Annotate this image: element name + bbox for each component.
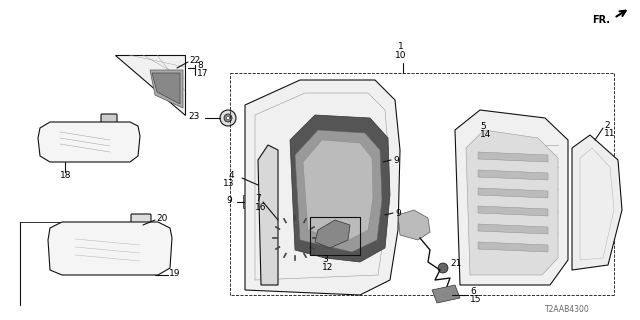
Text: 10: 10 [395,51,406,60]
Text: T2AAB4300: T2AAB4300 [545,306,589,315]
Text: 9: 9 [395,209,401,218]
Text: 13: 13 [223,179,234,188]
Polygon shape [315,220,350,248]
Text: 23: 23 [189,111,200,121]
Text: FR.: FR. [592,15,610,25]
Text: 16: 16 [255,203,266,212]
Text: 14: 14 [480,130,492,139]
Circle shape [224,114,232,122]
Circle shape [170,66,174,70]
Polygon shape [303,140,373,242]
Ellipse shape [336,200,360,220]
Text: 20: 20 [156,213,168,222]
Polygon shape [478,170,548,180]
Polygon shape [48,222,172,275]
Text: 9: 9 [227,196,232,204]
Text: 8: 8 [197,60,203,69]
Polygon shape [478,206,548,216]
Text: 22: 22 [189,55,200,65]
Polygon shape [295,130,382,252]
Circle shape [287,230,303,246]
Text: 17: 17 [197,68,209,77]
Text: 4: 4 [228,171,234,180]
Circle shape [279,222,311,254]
Polygon shape [245,80,400,295]
Text: 12: 12 [322,263,333,273]
Text: 5: 5 [480,122,486,131]
FancyBboxPatch shape [376,156,383,167]
Polygon shape [150,70,183,108]
Polygon shape [115,55,185,115]
Text: 15: 15 [470,294,481,303]
Circle shape [220,110,236,126]
Polygon shape [478,152,548,162]
FancyBboxPatch shape [101,114,117,126]
Circle shape [137,225,143,231]
Polygon shape [478,224,548,234]
Polygon shape [152,73,180,104]
Ellipse shape [49,128,129,156]
Circle shape [273,216,317,260]
Text: 11: 11 [604,129,616,138]
FancyBboxPatch shape [243,196,250,209]
Text: 1: 1 [398,42,404,51]
FancyBboxPatch shape [131,214,151,230]
Polygon shape [290,115,390,262]
Ellipse shape [60,232,164,268]
Polygon shape [478,242,548,252]
Text: 9: 9 [393,156,399,164]
Text: 21: 21 [450,260,461,268]
Polygon shape [466,130,558,275]
Polygon shape [258,145,278,285]
Text: 18: 18 [60,171,72,180]
Text: 6: 6 [470,286,476,295]
Polygon shape [572,135,622,270]
Ellipse shape [317,161,353,189]
Text: 19: 19 [169,268,180,277]
Text: 3: 3 [322,255,328,265]
FancyBboxPatch shape [378,210,385,220]
Text: 7: 7 [255,194,260,203]
Polygon shape [478,188,548,198]
Polygon shape [38,122,140,162]
Circle shape [227,116,230,119]
Polygon shape [455,110,568,285]
Polygon shape [398,210,430,240]
Circle shape [438,263,448,273]
Polygon shape [432,285,460,303]
Text: 2: 2 [604,121,610,130]
